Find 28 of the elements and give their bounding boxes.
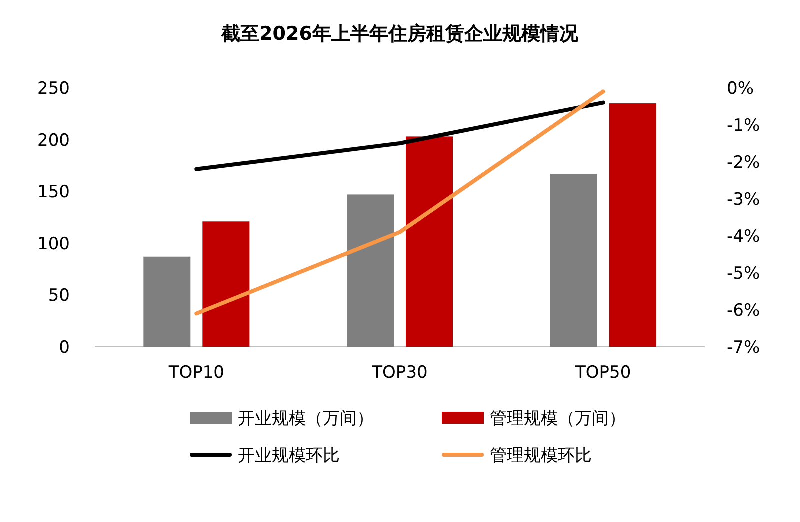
chart-title: 截至2026年上半年住房租赁企业规模情况 [220,23,580,45]
bar [406,136,453,347]
y-tick-label: 250 [38,79,70,99]
x-tick-label: TOP10 [168,363,224,383]
bar [144,256,191,347]
legend-label: 管理规模（万间） [490,409,626,429]
bar [202,222,250,347]
y2-tick-label: -2% [727,153,760,173]
y-tick-label: 50 [48,286,70,306]
y2-tick-label: -1% [727,116,760,136]
bar [550,174,598,347]
bar [347,194,394,347]
y2-tick-label: -4% [727,227,760,247]
y-tick-label: 150 [38,182,70,203]
legend-label: 开业规模环比 [238,446,340,466]
y-tick-label: 200 [38,130,70,151]
legend-label: 开业规模（万间） [238,409,374,429]
y-tick-label: 0 [59,338,70,358]
y2-tick-label: -7% [727,338,760,358]
y2-tick-label: -5% [727,264,760,284]
bar [609,104,656,347]
y-tick-label: 100 [38,234,70,254]
x-tick-label: TOP30 [371,363,428,383]
x-tick-label: TOP50 [574,363,632,383]
y2-tick-label: 0% [727,79,754,99]
y2-tick-label: -3% [727,190,760,210]
y2-tick-label: -6% [727,301,760,321]
legend-label: 管理规模环比 [490,446,592,466]
